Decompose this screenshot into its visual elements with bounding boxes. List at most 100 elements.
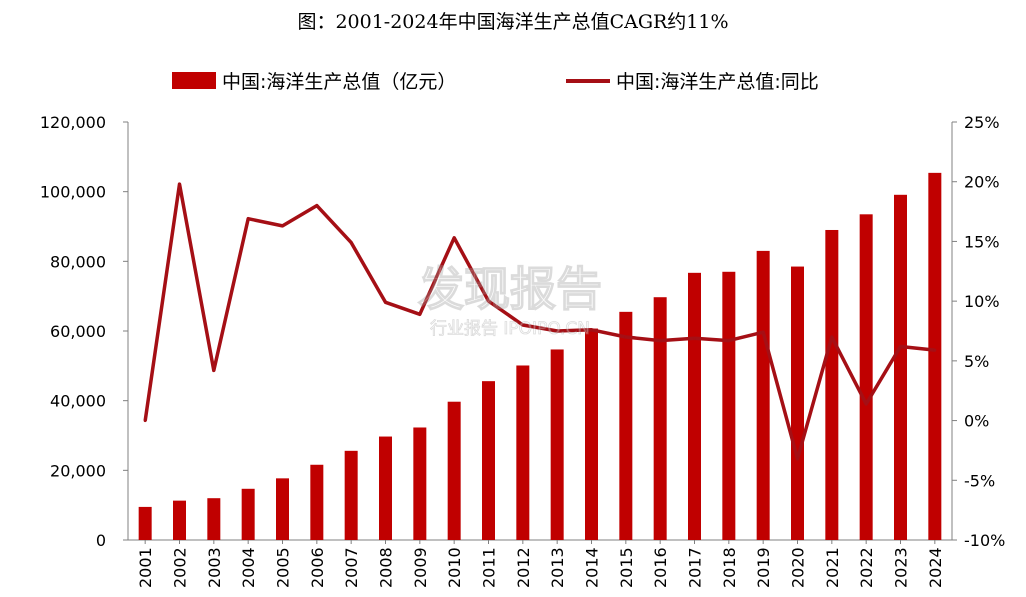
line-point (796, 457, 799, 461)
x-tick-label: 2016 (651, 547, 670, 588)
line-point (658, 339, 662, 343)
bar (379, 436, 392, 540)
bar (207, 498, 221, 540)
line-point (452, 236, 456, 240)
bar (859, 214, 873, 540)
left-tick-label: 40,000 (50, 392, 106, 411)
x-tick-label: 2004 (239, 547, 258, 588)
x-axis-ticks: 2001 2002 2003 2004 2005 2006 2007 2008 2009 2010… (136, 540, 945, 588)
line-point (384, 300, 387, 304)
bar (516, 365, 530, 540)
watermark: 发现报告 行业报告 IPOIPO.CN (417, 261, 602, 339)
bar (653, 297, 667, 540)
bar (688, 272, 701, 540)
line-point (418, 312, 422, 316)
bar (550, 349, 564, 540)
line-point (487, 299, 490, 303)
left-tick-label: 80,000 (50, 252, 106, 271)
line-point (899, 345, 902, 349)
line-point (761, 330, 765, 334)
left-tick-label: 100,000 (40, 183, 106, 202)
legend-label-line: 中国:海洋生产总值:同比 (616, 71, 819, 93)
line-point (212, 368, 216, 372)
line-point (830, 335, 834, 339)
legend: 中国:海洋生产总值（亿元） 中国:海洋生产总值:同比 (172, 71, 819, 93)
x-tick-label: 2005 (274, 547, 293, 588)
right-tick-label: 10% (964, 292, 1000, 311)
bar (825, 229, 839, 540)
line-point (693, 336, 696, 340)
bar (619, 311, 633, 540)
x-tick-label: 2010 (445, 547, 464, 588)
right-tick-label: -10% (964, 531, 1005, 550)
line-point (624, 335, 628, 339)
bar (276, 478, 289, 540)
line-point (727, 339, 731, 343)
bar (482, 381, 495, 540)
line-point (281, 224, 284, 228)
bar (722, 271, 736, 540)
line-point (590, 328, 593, 332)
x-tick-label: 2020 (789, 547, 808, 588)
x-tick-label: 2021 (823, 547, 842, 588)
left-tick-label: 0 (96, 531, 106, 550)
x-tick-label: 2009 (411, 547, 430, 588)
yoy-line (143, 182, 935, 461)
x-tick-label: 2012 (514, 547, 533, 588)
x-tick-label: 2023 (892, 547, 911, 588)
bar (756, 250, 770, 540)
x-tick-label: 2001 (136, 547, 155, 588)
right-tick-label: 0% (964, 412, 989, 431)
bar-series (138, 172, 942, 540)
x-tick-label: 2008 (377, 547, 396, 588)
x-tick-label: 2011 (480, 547, 499, 588)
x-tick-label: 2003 (205, 547, 224, 588)
x-tick-label: 2007 (342, 547, 361, 588)
bar (928, 172, 942, 540)
left-tick-label: 20,000 (50, 461, 106, 480)
legend-label-bar: 中国:海洋生产总值（亿元） (222, 71, 456, 93)
left-axis-ticks: 0 20,000 40,000 60,000 80,000 100,000 120,000 (40, 113, 128, 550)
bar (241, 488, 255, 540)
left-tick-label: 120,000 (40, 113, 106, 132)
watermark-main: 发现报告 (418, 262, 602, 316)
right-tick-label: 25% (964, 113, 1000, 132)
x-tick-label: 2017 (686, 547, 705, 588)
line-point (143, 419, 147, 423)
line-point (521, 323, 525, 327)
x-tick-label: 2019 (754, 547, 773, 588)
line-point (178, 182, 181, 186)
x-tick-label: 2002 (171, 547, 190, 588)
left-tick-label: 60,000 (50, 322, 106, 341)
line-point (864, 402, 868, 406)
line-point (246, 217, 250, 221)
line-series (143, 182, 937, 461)
bar (791, 266, 804, 540)
x-tick-label: 2024 (926, 547, 945, 588)
right-tick-label: -5% (964, 471, 995, 490)
bar (173, 500, 186, 540)
line-point (315, 204, 319, 208)
x-tick-label: 2015 (617, 547, 636, 588)
watermark-sub: 行业报告 IPOIPO.CN (430, 319, 590, 339)
right-tick-label: 5% (964, 352, 989, 371)
x-tick-label: 2014 (583, 547, 602, 588)
bar (447, 401, 461, 540)
right-axis-ticks: -10% -5% 0% 5% 10% 15% 20% 25% (952, 113, 1005, 550)
bar (413, 427, 427, 540)
bar (585, 328, 598, 540)
right-tick-label: 20% (964, 173, 1000, 192)
line-point (349, 241, 353, 245)
bar (310, 464, 324, 540)
bar (138, 506, 152, 540)
legend-swatch-bar (172, 72, 216, 89)
line-point (933, 348, 937, 352)
line-point (555, 329, 559, 333)
bar (894, 194, 907, 540)
x-tick-label: 2018 (720, 547, 739, 588)
x-tick-label: 2013 (548, 547, 567, 588)
x-tick-label: 2022 (857, 547, 876, 588)
bar (344, 450, 358, 540)
right-tick-label: 15% (964, 232, 1000, 251)
